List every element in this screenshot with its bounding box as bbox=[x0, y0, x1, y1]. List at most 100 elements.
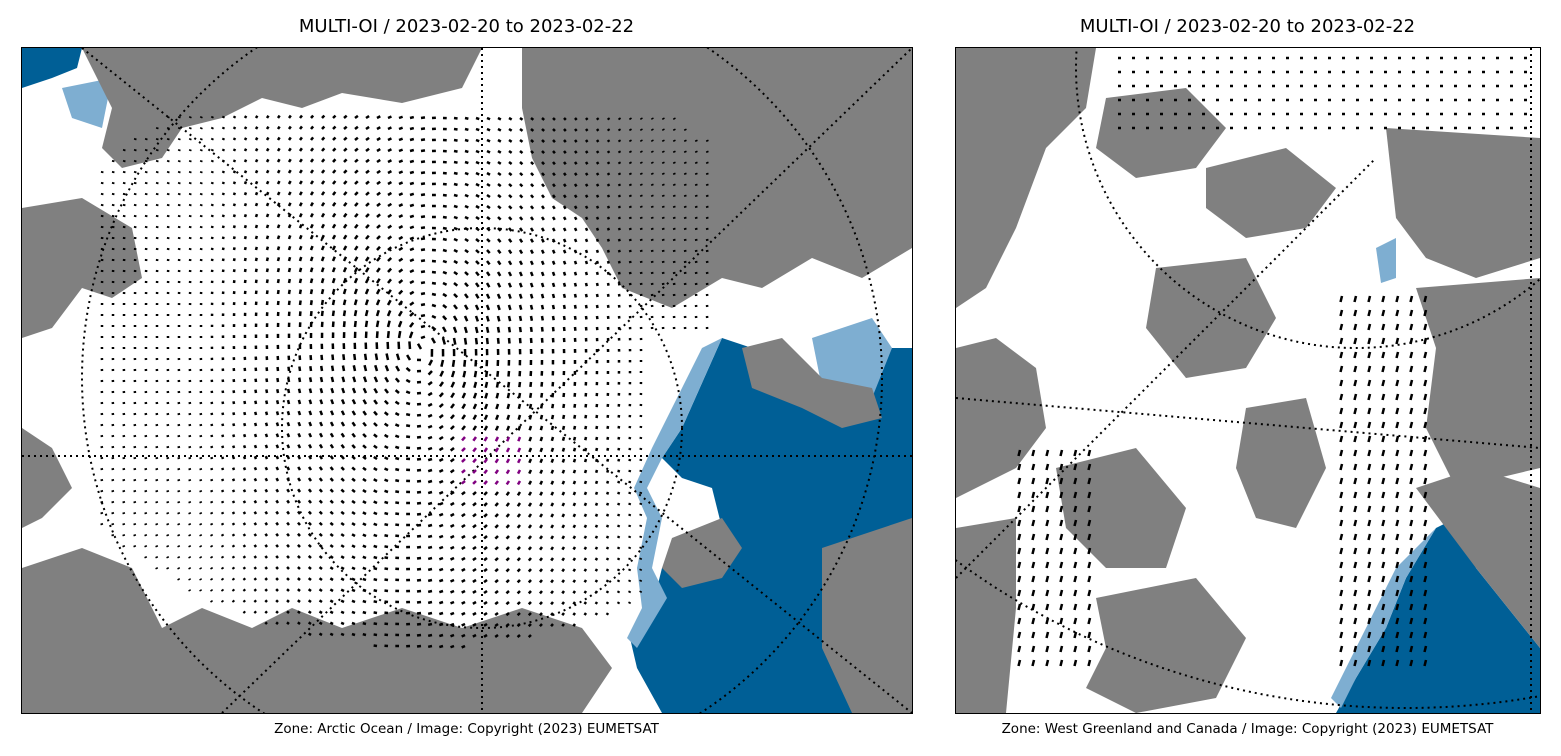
drift-arrow bbox=[210, 148, 214, 152]
drift-arrow bbox=[1353, 589, 1358, 597]
drift-arrow bbox=[221, 170, 225, 174]
drift-arrow bbox=[541, 139, 545, 143]
drift-arrow bbox=[155, 159, 159, 163]
drift-arrow bbox=[166, 489, 170, 493]
drift-arrow bbox=[472, 578, 477, 583]
drift-arrow bbox=[583, 590, 588, 594]
drift-arrow bbox=[453, 171, 458, 176]
drift-arrow bbox=[694, 139, 698, 143]
drift-arrow bbox=[483, 535, 488, 540]
drift-arrow bbox=[155, 489, 159, 493]
drift-arrow bbox=[584, 172, 589, 176]
drift-arrow bbox=[494, 469, 500, 475]
drift-arrow bbox=[463, 326, 468, 334]
drift-arrow bbox=[550, 524, 555, 529]
drift-arrow bbox=[331, 191, 337, 196]
drift-arrow bbox=[474, 282, 480, 288]
drift-arrow bbox=[516, 546, 521, 551]
drift-arrow bbox=[286, 521, 290, 526]
drift-arrow bbox=[398, 246, 404, 252]
drift-arrow bbox=[450, 370, 456, 378]
drift-arrow bbox=[1045, 659, 1050, 667]
drift-arrow bbox=[275, 599, 279, 603]
drift-arrow bbox=[1423, 589, 1428, 597]
drift-arrow bbox=[177, 467, 181, 471]
drift-arrow bbox=[552, 161, 556, 166]
drift-arrow bbox=[594, 480, 599, 485]
drift-arrow bbox=[475, 171, 480, 176]
drift-arrow bbox=[362, 577, 367, 582]
drift-arrow bbox=[231, 599, 235, 603]
drift-arrow bbox=[683, 205, 687, 209]
drift-arrow bbox=[342, 267, 348, 273]
drift-arrow bbox=[254, 191, 259, 196]
drift-arrow bbox=[1409, 323, 1414, 331]
drift-arrow bbox=[188, 589, 192, 592]
drift-arrow bbox=[298, 289, 303, 295]
drift-arrow bbox=[584, 260, 589, 265]
drift-arrow bbox=[1045, 561, 1050, 569]
drift-arrow bbox=[309, 289, 314, 295]
drift-arrow bbox=[595, 205, 600, 209]
drift-arrow bbox=[332, 158, 337, 163]
drift-arrow bbox=[1087, 491, 1092, 499]
drift-arrow bbox=[494, 633, 499, 638]
drift-arrow bbox=[287, 278, 292, 284]
drift-arrow bbox=[376, 115, 381, 120]
drift-arrow bbox=[1031, 449, 1036, 457]
drift-arrow bbox=[243, 246, 247, 251]
drift-arrow bbox=[253, 488, 258, 493]
drift-arrow bbox=[1073, 491, 1078, 499]
drift-arrow bbox=[319, 421, 324, 427]
drift-arrow bbox=[365, 158, 370, 163]
drift-arrow bbox=[319, 388, 324, 394]
drift-arrow bbox=[329, 521, 334, 526]
drift-arrow bbox=[661, 205, 665, 209]
drift-arrow bbox=[550, 491, 555, 496]
drift-arrow bbox=[221, 467, 225, 471]
drift-arrow bbox=[354, 169, 359, 174]
drift-arrow bbox=[561, 546, 566, 551]
drift-arrow bbox=[342, 321, 346, 328]
drift-arrow bbox=[427, 633, 433, 638]
drift-arrow bbox=[353, 267, 359, 273]
drift-arrow bbox=[253, 444, 258, 449]
drift-arrow bbox=[506, 425, 511, 431]
drift-arrow bbox=[507, 293, 512, 299]
drift-arrow bbox=[505, 469, 511, 475]
drift-arrow bbox=[298, 202, 303, 207]
drift-arrow bbox=[1381, 449, 1386, 457]
drift-arrow bbox=[495, 403, 500, 410]
drift-arrow bbox=[449, 414, 455, 420]
drift-arrow bbox=[464, 138, 469, 143]
drift-arrow bbox=[694, 205, 698, 209]
drift-arrow bbox=[318, 499, 323, 504]
drift-arrow bbox=[1353, 659, 1358, 667]
drift-arrow bbox=[286, 599, 290, 603]
drift-arrow bbox=[1423, 295, 1428, 303]
drift-arrow bbox=[483, 436, 489, 442]
drift-arrow bbox=[1339, 351, 1344, 359]
drift-arrow bbox=[1409, 295, 1414, 303]
drift-arrow bbox=[1409, 449, 1414, 457]
drift-arrow bbox=[286, 399, 291, 405]
drift-arrow bbox=[420, 259, 426, 263]
drift-arrow bbox=[1367, 547, 1372, 555]
drift-arrow bbox=[605, 612, 610, 616]
drift-arrow bbox=[528, 447, 533, 453]
drift-arrow bbox=[1073, 561, 1078, 569]
drift-arrow bbox=[409, 192, 415, 197]
drift-arrow bbox=[298, 158, 303, 163]
drift-arrow bbox=[1045, 603, 1050, 611]
drift-arrow bbox=[364, 277, 370, 284]
drift-arrow bbox=[1367, 617, 1372, 625]
drift-arrow bbox=[376, 147, 381, 153]
drift-arrow bbox=[275, 411, 280, 416]
drift-arrow bbox=[1031, 463, 1036, 471]
drift-arrow bbox=[243, 400, 247, 405]
drift-arrow bbox=[416, 622, 422, 626]
drift-arrow bbox=[1381, 645, 1386, 653]
drift-arrow bbox=[562, 293, 567, 299]
drift-arrow bbox=[210, 445, 214, 449]
drift-arrow bbox=[307, 588, 312, 593]
